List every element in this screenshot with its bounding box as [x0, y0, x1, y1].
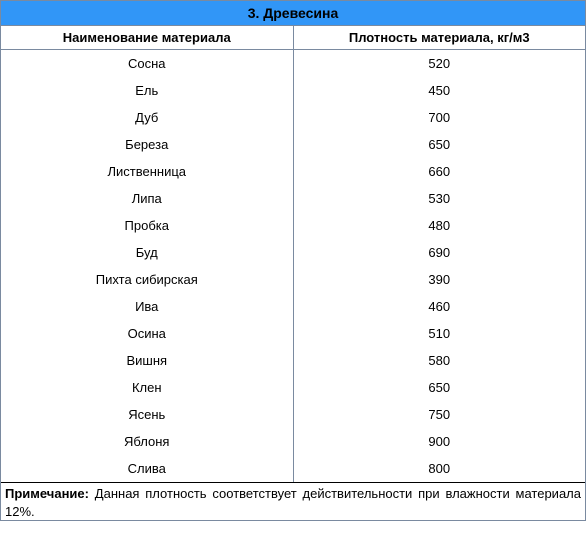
table-row: Ива460 [1, 293, 585, 320]
density-table: 3. Древесина Наименование материала Плот… [0, 0, 586, 521]
note-text: Данная плотность соответствует действите… [5, 486, 581, 519]
cell-name: Пихта сибирская [1, 266, 294, 293]
table-row: Липа530 [1, 185, 585, 212]
cell-density: 700 [294, 104, 586, 131]
cell-name: Ясень [1, 401, 294, 428]
table-row: Береза650 [1, 131, 585, 158]
table-row: Сосна520 [1, 50, 585, 77]
cell-name: Сосна [1, 50, 294, 77]
cell-name: Дуб [1, 104, 294, 131]
table-note: Примечание: Данная плотность соответству… [1, 482, 585, 520]
cell-name: Осина [1, 320, 294, 347]
table-row: Буд690 [1, 239, 585, 266]
table-row: Ель450 [1, 77, 585, 104]
cell-name: Лиственница [1, 158, 294, 185]
table-row: Дуб700 [1, 104, 585, 131]
table-row: Пробка480 [1, 212, 585, 239]
cell-name: Липа [1, 185, 294, 212]
cell-density: 390 [294, 266, 586, 293]
table-row: Клен650 [1, 374, 585, 401]
cell-name: Буд [1, 239, 294, 266]
table-body: Сосна520Ель450Дуб700Береза650Лиственница… [1, 50, 585, 482]
col-header-name: Наименование материала [1, 26, 294, 49]
col-header-density: Плотность материала, кг/м3 [294, 26, 586, 49]
table-row: Ясень750 [1, 401, 585, 428]
cell-name: Клен [1, 374, 294, 401]
cell-density: 660 [294, 158, 586, 185]
cell-density: 690 [294, 239, 586, 266]
table-row: Слива800 [1, 455, 585, 482]
cell-name: Береза [1, 131, 294, 158]
table-row: Вишня580 [1, 347, 585, 374]
cell-density: 800 [294, 455, 586, 482]
cell-density: 480 [294, 212, 586, 239]
cell-density: 650 [294, 131, 586, 158]
table-row: Пихта сибирская390 [1, 266, 585, 293]
cell-density: 510 [294, 320, 586, 347]
cell-density: 450 [294, 77, 586, 104]
cell-density: 520 [294, 50, 586, 77]
table-row: Осина510 [1, 320, 585, 347]
cell-name: Ива [1, 293, 294, 320]
cell-name: Ель [1, 77, 294, 104]
cell-density: 650 [294, 374, 586, 401]
table-header-row: Наименование материала Плотность материа… [1, 26, 585, 50]
note-label: Примечание: [5, 486, 89, 501]
table-row: Яблоня900 [1, 428, 585, 455]
cell-name: Слива [1, 455, 294, 482]
cell-density: 900 [294, 428, 586, 455]
table-title: 3. Древесина [1, 1, 585, 26]
cell-density: 750 [294, 401, 586, 428]
cell-name: Вишня [1, 347, 294, 374]
cell-density: 460 [294, 293, 586, 320]
cell-density: 580 [294, 347, 586, 374]
table-row: Лиственница660 [1, 158, 585, 185]
cell-name: Пробка [1, 212, 294, 239]
cell-name: Яблоня [1, 428, 294, 455]
cell-density: 530 [294, 185, 586, 212]
